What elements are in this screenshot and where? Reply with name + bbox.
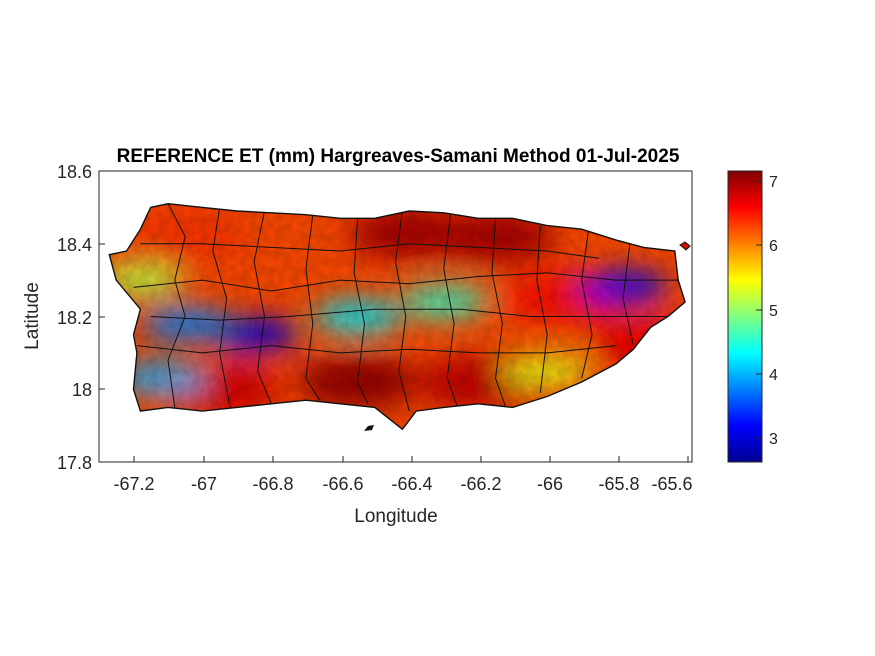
x-axis: -67.2 -67 -66.8 -66.6 -66.4 -66.2 -66 -6… xyxy=(113,456,693,494)
municipality-border xyxy=(581,229,593,379)
x-tick-label: -66.6 xyxy=(322,474,363,494)
x-tick-label: -66.8 xyxy=(252,474,293,494)
x-tick-label: -66 xyxy=(537,474,563,494)
y-axis-label: Latitude xyxy=(22,282,43,350)
coastline xyxy=(108,202,686,431)
x-tick-label: -65.6 xyxy=(651,474,692,494)
municipality-border xyxy=(536,225,548,393)
colorbar-tick-label: 4 xyxy=(769,367,778,384)
municipality-border xyxy=(167,203,186,408)
municipality-border xyxy=(140,243,599,259)
isla-caja-de-muertos xyxy=(364,425,374,431)
x-tick-label: -67 xyxy=(191,474,217,494)
x-tick-label: -65.8 xyxy=(598,474,639,494)
et-map xyxy=(108,202,691,431)
colorbar-tick-label: 5 xyxy=(769,303,778,320)
x-tick-label: -66.4 xyxy=(391,474,432,494)
y-tick-label: 17.8 xyxy=(57,453,92,473)
municipality-border xyxy=(353,218,369,405)
y-axis: 18.6 18.4 18.2 18 17.8 xyxy=(57,162,105,473)
municipality-border xyxy=(150,308,668,321)
colorbar-tick-label: 6 xyxy=(769,238,778,255)
colorbar-tick-label: 3 xyxy=(769,431,778,448)
municipality-borders xyxy=(133,203,679,412)
chart-title: REFERENCE ET (mm) Hargreaves-Samani Meth… xyxy=(117,146,680,167)
y-tick-label: 18.6 xyxy=(57,162,92,182)
municipality-border xyxy=(136,345,617,354)
colorbar-tick-label: 7 xyxy=(769,174,778,191)
x-tick-label: -67.2 xyxy=(113,474,154,494)
y-tick-label: 18.2 xyxy=(57,308,92,328)
municipality-border xyxy=(212,207,231,408)
municipality-border xyxy=(253,210,272,404)
municipality-border xyxy=(305,214,321,401)
culebra-islet xyxy=(679,241,691,251)
municipality-border xyxy=(491,218,507,408)
y-tick-label: 18 xyxy=(72,380,92,400)
x-tick-label: -66.2 xyxy=(460,474,501,494)
colorbar: 7 6 5 4 3 xyxy=(727,170,778,463)
municipality-border xyxy=(622,243,634,346)
municipality-border xyxy=(133,272,679,292)
y-tick-label: 18.4 xyxy=(57,235,92,255)
x-axis-label: Longitude xyxy=(354,506,437,527)
municipality-border xyxy=(443,212,459,408)
colorbar-gradient xyxy=(727,170,763,463)
